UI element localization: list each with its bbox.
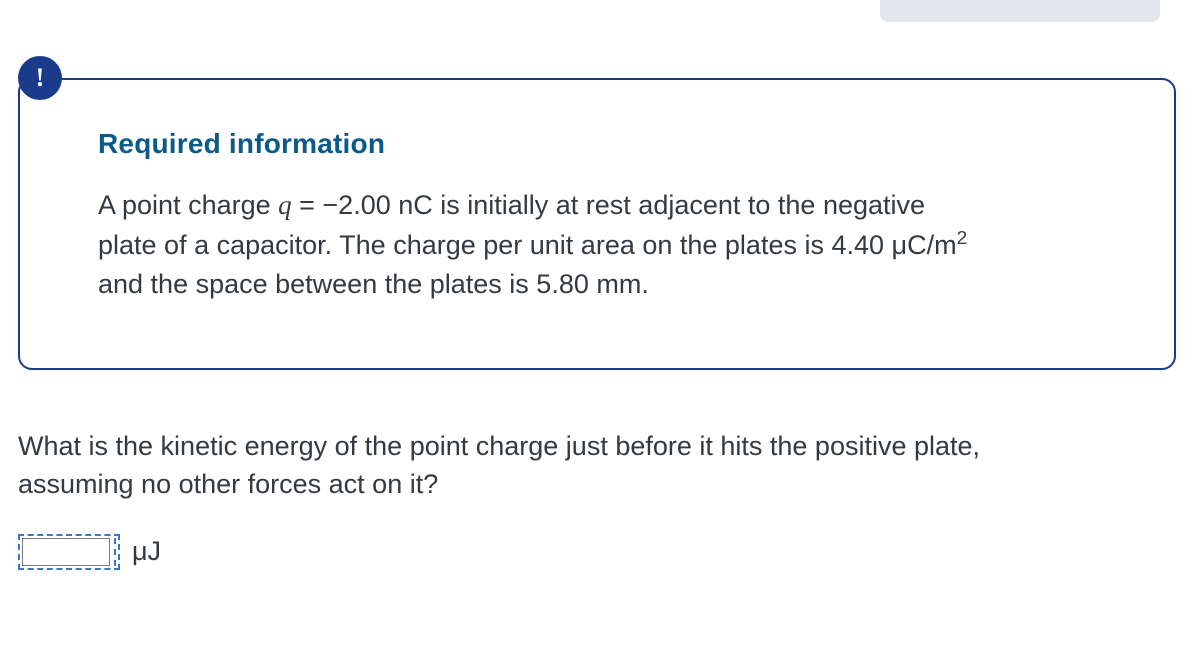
info-line2-sup: 2 (957, 228, 968, 249)
header-shadow (880, 0, 1160, 22)
exclamation-icon: ! (18, 56, 62, 100)
question-text: What is the kinetic energy of the point … (18, 428, 1176, 504)
required-info-heading: Required information (98, 128, 1106, 160)
info-line3: and the space between the plates is 5.80… (98, 269, 649, 299)
info-variable-q: q (278, 190, 292, 220)
input-divider (114, 538, 116, 566)
required-info-box: ! Required information A point charge q … (18, 78, 1176, 370)
question-area: What is the kinetic energy of the point … (18, 428, 1176, 570)
info-line1-b: = −2.00 nC is initially at rest adjacent… (292, 190, 925, 220)
answer-input-wrap (18, 534, 120, 570)
question-line-b: assuming no other forces act on it? (18, 469, 438, 499)
answer-unit-label: μJ (132, 536, 161, 567)
question-line-a: What is the kinetic energy of the point … (18, 431, 980, 461)
answer-row: μJ (18, 534, 1176, 570)
required-info-text: A point charge q = −2.00 nC is initially… (98, 186, 1106, 304)
info-line2-a: plate of a capacitor. The charge per uni… (98, 230, 957, 260)
answer-input[interactable] (22, 538, 110, 566)
info-line1-a: A point charge (98, 190, 278, 220)
required-info-container: ! Required information A point charge q … (18, 78, 1176, 370)
